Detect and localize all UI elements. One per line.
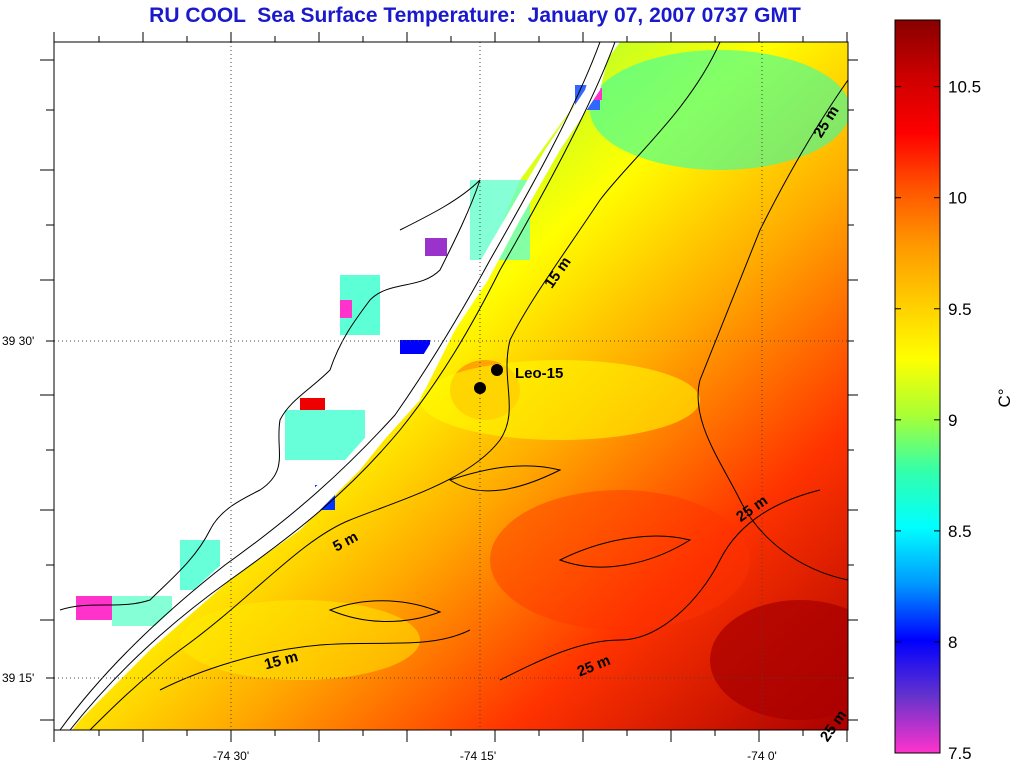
colorbar-tick-label: 10.5 — [948, 78, 981, 97]
lon-label-1: -74 30' — [213, 749, 249, 763]
leo15-node-b[interactable] — [474, 382, 486, 394]
station-label: Leo-15 — [515, 365, 563, 382]
colorbar-tick-label: 7.5 — [948, 744, 972, 763]
contour-15m-south — [159, 629, 471, 691]
lon-label-2: -74 15' — [460, 749, 496, 763]
bay-pixel-magenta3 — [76, 596, 112, 620]
bay-pixel-blue2 — [400, 340, 430, 354]
mainland-outline — [59, 179, 481, 611]
cool-north — [590, 50, 848, 170]
bay-pixel-purple — [425, 238, 447, 256]
contour-25m-east — [697, 79, 848, 581]
warm-core-east — [710, 600, 848, 720]
contour-bank-1 — [448, 465, 562, 492]
lon-label-3: -74 0' — [747, 749, 777, 763]
colorbar-tick-label: 8 — [948, 633, 957, 652]
bay-pixel-red — [300, 398, 325, 410]
map-title: RU COOL Sea Surface Temperature: January… — [149, 4, 801, 27]
axis-ticks — [40, 32, 858, 742]
colorbar-tick-label: 9.5 — [948, 300, 972, 319]
bay-pixel-magenta2 — [340, 300, 352, 318]
lat-label-2: 39 15' — [2, 671, 34, 685]
warm-core-central — [490, 490, 750, 630]
colorbar-tick-label: 8.5 — [948, 522, 972, 541]
lat-label-1: 39 30' — [2, 334, 34, 348]
bay-pixel-cyan3 — [285, 410, 365, 460]
colorbar-unit-label: C° — [995, 388, 1014, 407]
contour-bank-2 — [558, 535, 692, 568]
coastline-shore — [59, 42, 601, 730]
colorbar-tick-label: 10 — [948, 189, 967, 208]
contour-15m — [89, 42, 721, 730]
colorbar-tick-label: 9 — [948, 411, 957, 430]
leo15-node-a[interactable] — [491, 364, 503, 376]
contour-25m-south — [499, 489, 821, 681]
contour-bank-3 — [328, 600, 442, 622]
coastline-5m — [69, 42, 616, 730]
yellow-band — [420, 360, 700, 440]
colorbar-gradient — [894, 19, 941, 754]
